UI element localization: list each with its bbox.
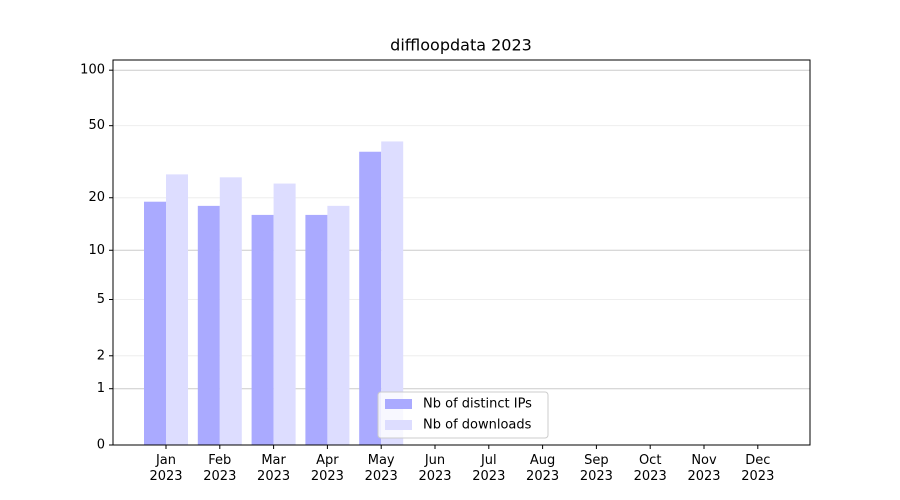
bar	[166, 174, 188, 445]
bar	[381, 141, 404, 446]
legend-label: Nb of downloads	[423, 418, 532, 433]
bar	[144, 201, 166, 445]
bar	[251, 214, 274, 445]
legend-label: Nb of distinct IPs	[423, 397, 532, 412]
x-tick-label: Jul 2023	[472, 453, 506, 484]
legend: Nb of distinct IPs Nb of downloads	[377, 391, 549, 439]
x-tick-label: Oct 2023	[633, 453, 667, 484]
x-tick-label: Jan 2023	[149, 453, 183, 484]
bar	[219, 177, 242, 445]
x-tick-label: Aug 2023	[526, 453, 560, 484]
legend-frame	[377, 391, 549, 439]
bar	[273, 183, 296, 445]
y-tick-label: 1	[97, 381, 105, 396]
x-tick-label: Jun 2023	[418, 453, 452, 484]
x-tick-label: Feb 2023	[203, 453, 237, 484]
y-tick-label: 20	[88, 190, 105, 205]
legend-swatch	[385, 399, 412, 409]
x-tick-label: Apr 2023	[310, 453, 344, 484]
x-tick-label: Dec 2023	[741, 453, 775, 484]
x-tick-label: Nov 2023	[687, 453, 721, 484]
y-tick-label: 0	[97, 438, 105, 453]
plot-frame	[112, 59, 811, 446]
y-tick-label: 50	[88, 118, 105, 133]
y-tick-label: 2	[97, 348, 105, 363]
x-tick-label: Mar 2023	[257, 453, 291, 484]
y-tick-label: 10	[88, 243, 105, 258]
x-tick-label: May 2023	[364, 453, 398, 484]
bar	[305, 214, 328, 445]
x-tick-label: Sep 2023	[579, 453, 613, 484]
chart-title: diffloopdata 2023	[390, 36, 532, 55]
bar	[197, 205, 220, 445]
bar	[359, 151, 382, 445]
y-tick-label: 100	[80, 63, 105, 78]
legend-swatch	[385, 420, 412, 430]
y-tick-label: 5	[97, 292, 105, 307]
bar	[327, 205, 350, 445]
